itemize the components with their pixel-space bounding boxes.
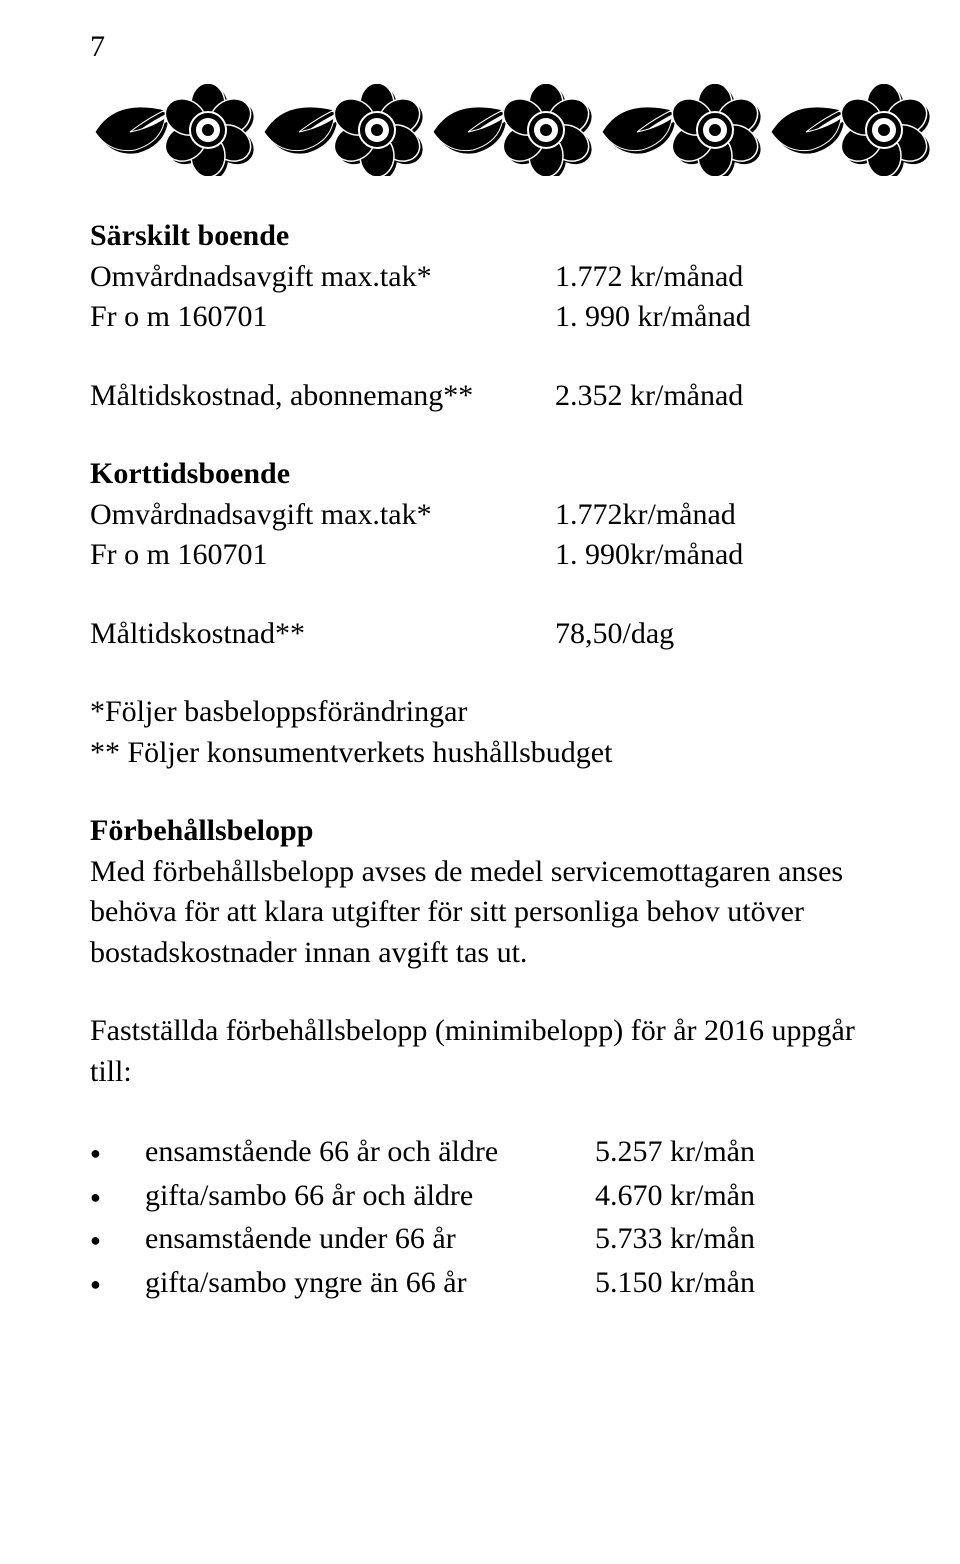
- list-item: ● ensamstående under 66 år 5.733 kr/mån: [90, 1217, 890, 1261]
- value: 1. 990 kr/månad: [555, 297, 890, 338]
- bullet-label: gifta/sambo yngre än 66 år: [145, 1261, 595, 1305]
- bullet-icon: ●: [90, 1227, 145, 1253]
- label: Måltidskostnad**: [90, 614, 555, 655]
- page: 7 Särskilt boende Omvårdnadsavgift max.t…: [0, 0, 960, 1564]
- bullet-label: ensamstående 66 år och äldre: [145, 1130, 595, 1174]
- body-forb: Med förbehållsbelopp avses de medel serv…: [90, 855, 843, 969]
- heading-korttids: Korttidsboende: [90, 454, 890, 495]
- ornament-icon: [766, 84, 931, 176]
- bullet-label: ensamstående under 66 år: [145, 1217, 595, 1261]
- section-korttidsboende: Korttidsboende Omvårdnadsavgift max.tak*…: [90, 454, 890, 576]
- footnote-text: ** Följer konsumentverkets hushållsbudge…: [90, 733, 612, 774]
- section-maltid-dag: Måltidskostnad** 78,50/dag: [90, 614, 890, 655]
- bullet-list: ● ensamstående 66 år och äldre 5.257 kr/…: [90, 1130, 890, 1304]
- bullet-value: 5.733 kr/mån: [595, 1217, 890, 1261]
- label: Måltidskostnad, abonnemang**: [90, 376, 555, 417]
- footnote: *Följer basbeloppsförändringar: [90, 692, 890, 733]
- heading-forb: Förbehållsbelopp: [90, 811, 890, 852]
- bullet-icon: ●: [90, 1271, 145, 1297]
- label: Omvårdnadsavgift max.tak*: [90, 257, 555, 298]
- label: Fr o m 160701: [90, 297, 555, 338]
- bullet-icon: ●: [90, 1184, 145, 1210]
- ornament-item: [766, 84, 931, 176]
- label: Fr o m 160701: [90, 535, 555, 576]
- bullet-label: gifta/sambo 66 år och äldre: [145, 1174, 595, 1218]
- ornament-icon: [90, 84, 255, 176]
- bullet-icon: ●: [90, 1140, 145, 1166]
- row: Måltidskostnad, abonnemang** 2.352 kr/må…: [90, 376, 890, 417]
- section-forbehallsbelopp: Förbehållsbelopp Med förbehållsbelopp av…: [90, 811, 890, 973]
- list-item: ● gifta/sambo yngre än 66 år 5.150 kr/må…: [90, 1261, 890, 1305]
- footnotes: *Följer basbeloppsförändringar ** Följer…: [90, 692, 890, 773]
- ornament-item: [259, 84, 424, 176]
- bullet-value: 4.670 kr/mån: [595, 1174, 890, 1218]
- section-maltid-abonnemang: Måltidskostnad, abonnemang** 2.352 kr/må…: [90, 376, 890, 417]
- value: 1.772kr/månad: [555, 495, 890, 536]
- row: Omvårdnadsavgift max.tak* 1.772kr/månad: [90, 495, 890, 536]
- ornament-icon: [428, 84, 593, 176]
- paragraph-faststallda: Fastställda förbehållsbelopp (minimibelo…: [90, 1011, 890, 1092]
- row: Omvårdnadsavgift max.tak* 1.772 kr/månad: [90, 257, 890, 298]
- footnote-text: *Följer basbeloppsförändringar: [90, 692, 467, 733]
- value: 78,50/dag: [555, 614, 890, 655]
- row: Måltidskostnad** 78,50/dag: [90, 614, 890, 655]
- value: 1. 990kr/månad: [555, 535, 890, 576]
- bullet-value: 5.257 kr/mån: [595, 1130, 890, 1174]
- value: 1.772 kr/månad: [555, 257, 890, 298]
- heading-sarskilt: Särskilt boende: [90, 216, 890, 257]
- ornament-item: [90, 84, 255, 176]
- page-number: 7: [90, 30, 890, 64]
- footnote: ** Följer konsumentverkets hushållsbudge…: [90, 733, 890, 774]
- ornament-border: [90, 84, 890, 176]
- bullet-value: 5.150 kr/mån: [595, 1261, 890, 1305]
- list-item: ● ensamstående 66 år och äldre 5.257 kr/…: [90, 1130, 890, 1174]
- label: Omvårdnadsavgift max.tak*: [90, 495, 555, 536]
- row: Fr o m 160701 1. 990 kr/månad: [90, 297, 890, 338]
- ornament-item: [428, 84, 593, 176]
- ornament-icon: [259, 84, 424, 176]
- value: 2.352 kr/månad: [555, 376, 890, 417]
- ornament-item: [597, 84, 762, 176]
- list-item: ● gifta/sambo 66 år och äldre 4.670 kr/m…: [90, 1174, 890, 1218]
- section-sarskilt-boende: Särskilt boende Omvårdnadsavgift max.tak…: [90, 216, 890, 338]
- row: Fr o m 160701 1. 990kr/månad: [90, 535, 890, 576]
- ornament-icon: [597, 84, 762, 176]
